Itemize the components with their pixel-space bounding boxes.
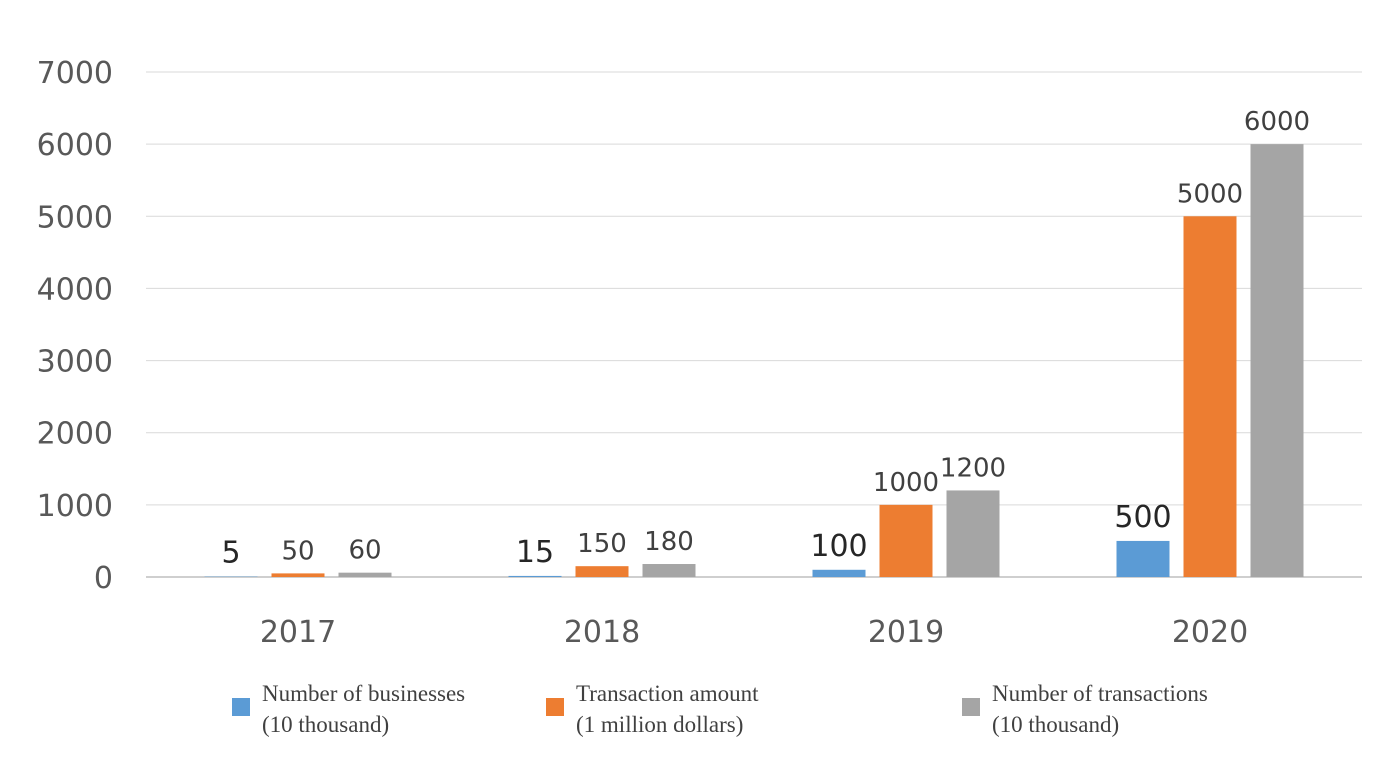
legend-swatch-amount bbox=[546, 698, 564, 716]
x-axis-ticks: 2017 2018 2019 2020 bbox=[260, 615, 1248, 650]
data-label: 500 bbox=[1114, 500, 1171, 535]
y-tick-label: 4000 bbox=[37, 272, 113, 307]
legend-label-line: (10 thousand) bbox=[992, 712, 1120, 737]
legend-label-businesses: Number of businesses (10 thousand) bbox=[262, 678, 465, 740]
legend-swatch-businesses bbox=[232, 698, 250, 716]
data-label: 150 bbox=[577, 529, 627, 559]
y-tick-label: 2000 bbox=[37, 417, 113, 452]
bar-chart-plot: 0 1000 2000 3000 4000 5000 6000 7000 5 50 60 15 150… bbox=[37, 56, 1362, 650]
data-label: 15 bbox=[516, 535, 554, 570]
data-label: 50 bbox=[281, 536, 314, 566]
gridlines bbox=[146, 71, 1362, 578]
y-tick-label: 5000 bbox=[37, 200, 113, 235]
legend-swatch-transactions bbox=[962, 698, 980, 716]
data-label: 1000 bbox=[873, 468, 939, 498]
bar bbox=[812, 569, 866, 577]
x-tick-label: 2017 bbox=[260, 615, 336, 650]
legend-item-transactions: Number of transactions (10 thousand) bbox=[962, 678, 1208, 740]
y-tick-label: 1000 bbox=[37, 489, 113, 524]
data-label: 5000 bbox=[1177, 179, 1243, 209]
bar bbox=[575, 566, 629, 577]
y-axis-ticks: 0 1000 2000 3000 4000 5000 6000 7000 bbox=[37, 56, 113, 596]
bar bbox=[338, 572, 392, 577]
x-tick-label: 2018 bbox=[564, 615, 640, 650]
legend-label-line: (1 million dollars) bbox=[576, 712, 744, 737]
bar bbox=[879, 504, 933, 577]
y-tick-label: 3000 bbox=[37, 345, 113, 380]
y-tick-label: 7000 bbox=[37, 56, 113, 91]
x-tick-label: 2020 bbox=[1172, 615, 1248, 650]
legend-label-line: Number of businesses bbox=[262, 681, 466, 706]
bar bbox=[1116, 540, 1170, 577]
legend-label-transactions: Number of transactions (10 thousand) bbox=[992, 678, 1208, 740]
bar bbox=[508, 575, 562, 577]
data-label: 5 bbox=[221, 536, 240, 571]
bar bbox=[1250, 144, 1304, 577]
data-label: 1200 bbox=[940, 453, 1006, 483]
legend-item-businesses: Number of businesses (10 thousand) bbox=[232, 678, 465, 740]
legend-label-line: Number of transactions bbox=[992, 681, 1208, 706]
legend-item-amount: Transaction amount (1 million dollars) bbox=[546, 678, 759, 740]
bar bbox=[946, 490, 1000, 577]
bar bbox=[271, 573, 325, 577]
y-tick-label: 0 bbox=[94, 561, 113, 596]
data-label: 100 bbox=[810, 529, 867, 564]
legend: Number of businesses (10 thousand) Trans… bbox=[0, 678, 1400, 748]
bars bbox=[204, 144, 1304, 578]
bar bbox=[1183, 216, 1237, 578]
legend-label-amount: Transaction amount (1 million dollars) bbox=[576, 678, 759, 740]
legend-label-line: (10 thousand) bbox=[262, 712, 390, 737]
data-label: 60 bbox=[348, 536, 381, 566]
legend-label-line: Transaction amount bbox=[576, 681, 759, 706]
bar bbox=[642, 564, 696, 577]
y-tick-label: 6000 bbox=[37, 128, 113, 163]
data-labels: 5 50 60 15 150 180 100 1000 1200 500 5000 6000 bbox=[221, 107, 1310, 570]
x-tick-label: 2019 bbox=[868, 615, 944, 650]
data-label: 180 bbox=[644, 527, 694, 557]
data-label: 6000 bbox=[1244, 107, 1310, 137]
